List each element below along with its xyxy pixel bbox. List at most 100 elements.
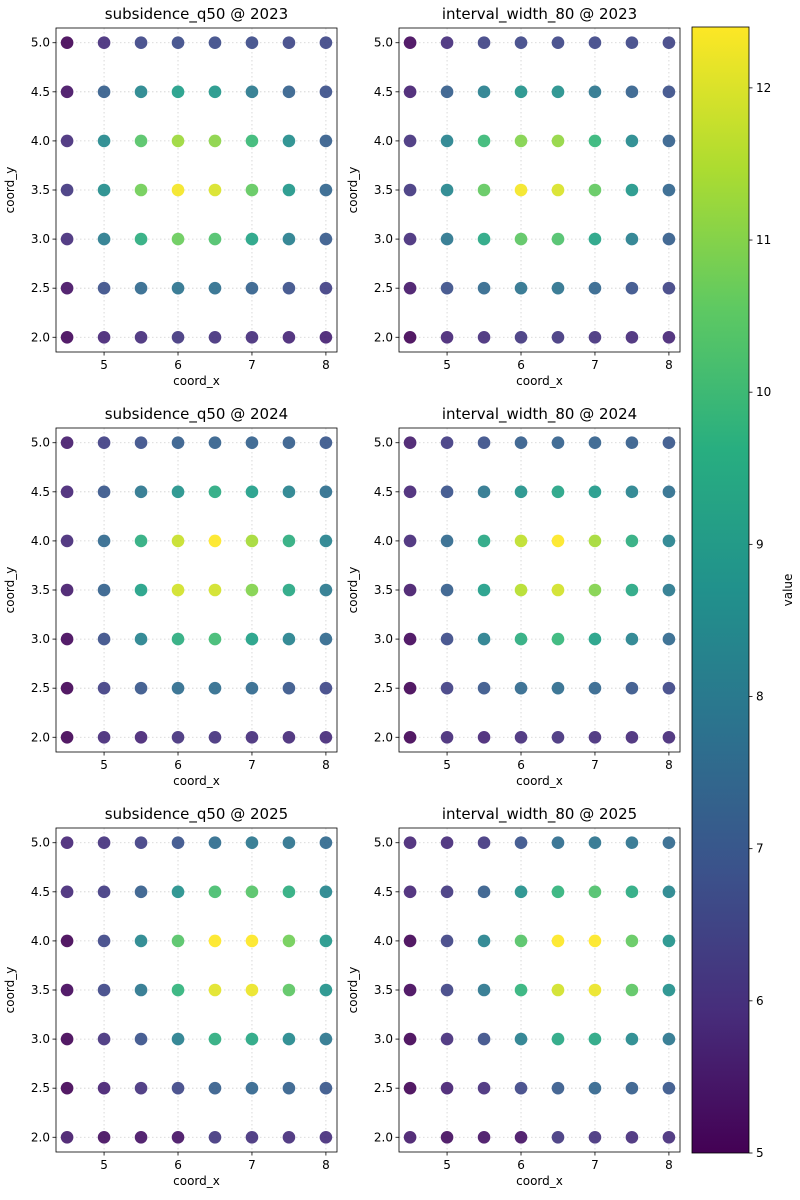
scatter-point [440,1032,454,1046]
scatter-point [60,85,74,99]
scatter-point [60,232,74,246]
scatter-point [171,485,185,499]
scatter-point [588,134,602,148]
scatter-point [551,436,565,450]
scatter-point [440,983,454,997]
subplot-title: interval_width_80 @ 2023 [442,5,637,24]
scatter-point [551,1081,565,1095]
scatter-point [134,983,148,997]
colorbar: 5 6 7 8 9 10 11 12 value [691,26,795,1160]
scatter-point [403,1130,417,1144]
scatter-point [282,632,296,646]
scatter-point [60,436,74,450]
scatter-point [97,436,111,450]
scatter-point [440,436,454,450]
scatter-point [588,934,602,948]
scatter-point [514,885,528,899]
scatter-point [477,134,491,148]
x-tick-label: 6 [517,1158,525,1172]
x-tick-label: 5 [100,358,108,372]
scatter-point [319,836,333,850]
scatter-point [97,836,111,850]
scatter-point [662,681,676,695]
scatter-point [514,681,528,695]
scatter-point [245,583,259,597]
scatter-point [588,330,602,344]
scatter-point [134,232,148,246]
scatter-point [551,836,565,850]
scatter-point [662,281,676,295]
scatter-point [282,934,296,948]
scatter-point [282,36,296,50]
scatter-point [625,583,639,597]
scatter-point [208,134,222,148]
scatter-point [208,836,222,850]
scatter-point [208,330,222,344]
y-tick-label: 3.0 [31,632,50,646]
scatter-point [440,681,454,695]
scatter-point [662,85,676,99]
scatter-point [588,983,602,997]
scatter-point [403,1032,417,1046]
scatter-point [282,885,296,899]
x-tick-label: 5 [443,358,451,372]
scatter-point [403,730,417,744]
scatter-point [97,885,111,899]
scatter-point [403,836,417,850]
x-tick-label: 5 [100,1158,108,1172]
scatter-point [403,885,417,899]
scatter-point [514,934,528,948]
scatter-point [97,134,111,148]
y-tick-label: 3.5 [31,583,50,597]
scatter-point [134,836,148,850]
x-axis-label: coord_x [516,774,563,788]
colorbar-tick-label: 9 [756,537,764,551]
scatter-point [662,485,676,499]
scatter-point [171,885,185,899]
scatter-point [662,885,676,899]
y-tick-label: 2.5 [374,281,393,295]
scatter-point [245,681,259,695]
scatter-point [662,1130,676,1144]
y-tick-label: 4.5 [374,485,393,499]
y-tick-label: 2.0 [374,730,393,744]
y-tick-label: 2.0 [374,1130,393,1144]
scatter-point [477,836,491,850]
y-tick-label: 4.0 [374,534,393,548]
x-axis-label: coord_x [173,774,220,788]
scatter-point [551,583,565,597]
scatter-point [134,485,148,499]
scatter-point [514,983,528,997]
y-tick-label: 3.0 [374,1032,393,1046]
scatter-point [319,983,333,997]
x-tick-label: 8 [322,1158,330,1172]
scatter-point [514,1130,528,1144]
scatter-point [477,183,491,197]
scatter-point [60,1032,74,1046]
scatter-point [514,232,528,246]
colorbar-tick-label: 8 [756,690,764,704]
colorbar-gradient [692,27,749,1153]
scatter-point [625,85,639,99]
scatter-point [171,281,185,295]
scatter-point [97,632,111,646]
y-tick-label: 4.0 [374,934,393,948]
scatter-point [282,330,296,344]
scatter-point [134,85,148,99]
scatter-point [97,583,111,597]
scatter-point [477,1032,491,1046]
scatter-point [477,681,491,695]
scatter-point [134,583,148,597]
scatter-point [319,134,333,148]
scatter-point [625,36,639,50]
colorbar-frame [691,26,750,1154]
scatter-point [403,681,417,695]
y-tick-label: 5.0 [31,436,50,450]
scatter-point [245,534,259,548]
scatter-point [662,436,676,450]
x-tick-label: 8 [322,358,330,372]
scatter-point [588,85,602,99]
scatter-point [662,232,676,246]
scatter-point [171,583,185,597]
scatter-point [319,1130,333,1144]
